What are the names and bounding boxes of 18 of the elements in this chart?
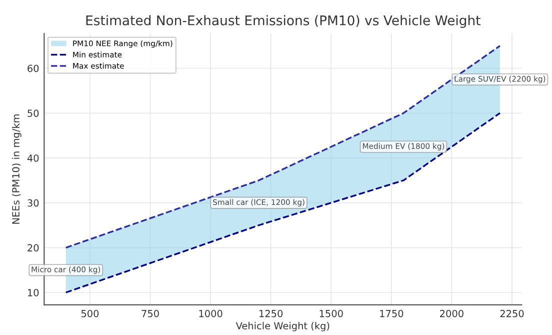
y-tick-label: 40 (27, 154, 39, 162)
x-tick-label: 1750 (380, 310, 404, 318)
y-tick-label: 20 (28, 244, 39, 252)
x-tick-label: 2250 (500, 310, 524, 318)
y-tick-label: 60 (28, 64, 39, 72)
y-tick-label: 10 (28, 288, 39, 296)
x-tick-label: 1000 (199, 310, 222, 318)
x-tick-label: 1250 (260, 310, 283, 318)
x-tick-label: 2000 (440, 310, 464, 318)
chart-title: Estimated Non-Exhaust Emissions (PM10) vs Vehicle Weight (86, 15, 480, 28)
y-axis-title: NEEs (PM10) in mg/km (12, 114, 22, 224)
y-tick-label: 50 (28, 110, 39, 117)
x-tick-label: 750 (142, 310, 159, 318)
x-tick-label: 1500 (320, 310, 343, 318)
y-tick-label: 30 (28, 199, 39, 207)
x-axis-title: Vehicle Weight (kg) (236, 322, 330, 332)
x-tick-label: 500 (81, 310, 99, 318)
line-series (65, 112, 501, 294)
